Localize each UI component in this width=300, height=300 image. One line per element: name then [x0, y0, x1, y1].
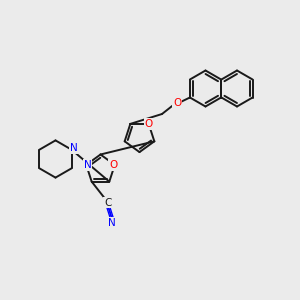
Text: N: N — [84, 160, 92, 170]
Text: N: N — [108, 218, 116, 228]
Text: O: O — [109, 160, 117, 170]
Text: O: O — [145, 119, 153, 129]
Text: N: N — [70, 143, 78, 153]
Text: C: C — [104, 197, 112, 208]
Text: O: O — [173, 98, 181, 109]
